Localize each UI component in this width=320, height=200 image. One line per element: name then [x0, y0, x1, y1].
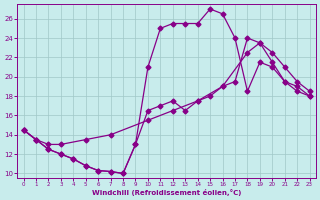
X-axis label: Windchill (Refroidissement éolien,°C): Windchill (Refroidissement éolien,°C) — [92, 189, 241, 196]
